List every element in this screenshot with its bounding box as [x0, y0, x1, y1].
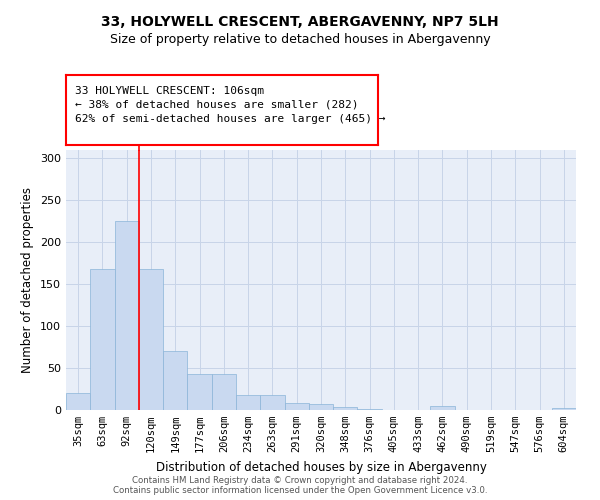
Bar [309, 404, 333, 410]
Bar [139, 269, 163, 410]
Bar [212, 374, 236, 410]
Bar [260, 395, 284, 410]
Bar [430, 406, 455, 410]
Bar [358, 409, 382, 410]
Text: Size of property relative to detached houses in Abergavenny: Size of property relative to detached ho… [110, 32, 490, 46]
Bar [187, 374, 212, 410]
Bar [284, 404, 309, 410]
Text: 33, HOLYWELL CRESCENT, ABERGAVENNY, NP7 5LH: 33, HOLYWELL CRESCENT, ABERGAVENNY, NP7 … [101, 15, 499, 29]
X-axis label: Distribution of detached houses by size in Abergavenny: Distribution of detached houses by size … [155, 460, 487, 473]
Bar [90, 269, 115, 410]
Text: 33 HOLYWELL CRESCENT: 106sqm
← 38% of detached houses are smaller (282)
62% of s: 33 HOLYWELL CRESCENT: 106sqm ← 38% of de… [76, 86, 386, 124]
Bar [115, 222, 139, 410]
Y-axis label: Number of detached properties: Number of detached properties [22, 187, 34, 373]
Bar [163, 352, 187, 410]
Bar [552, 408, 576, 410]
Bar [333, 408, 358, 410]
Text: Contains HM Land Registry data © Crown copyright and database right 2024.
Contai: Contains HM Land Registry data © Crown c… [113, 476, 487, 495]
Bar [66, 393, 90, 410]
Bar [236, 395, 260, 410]
